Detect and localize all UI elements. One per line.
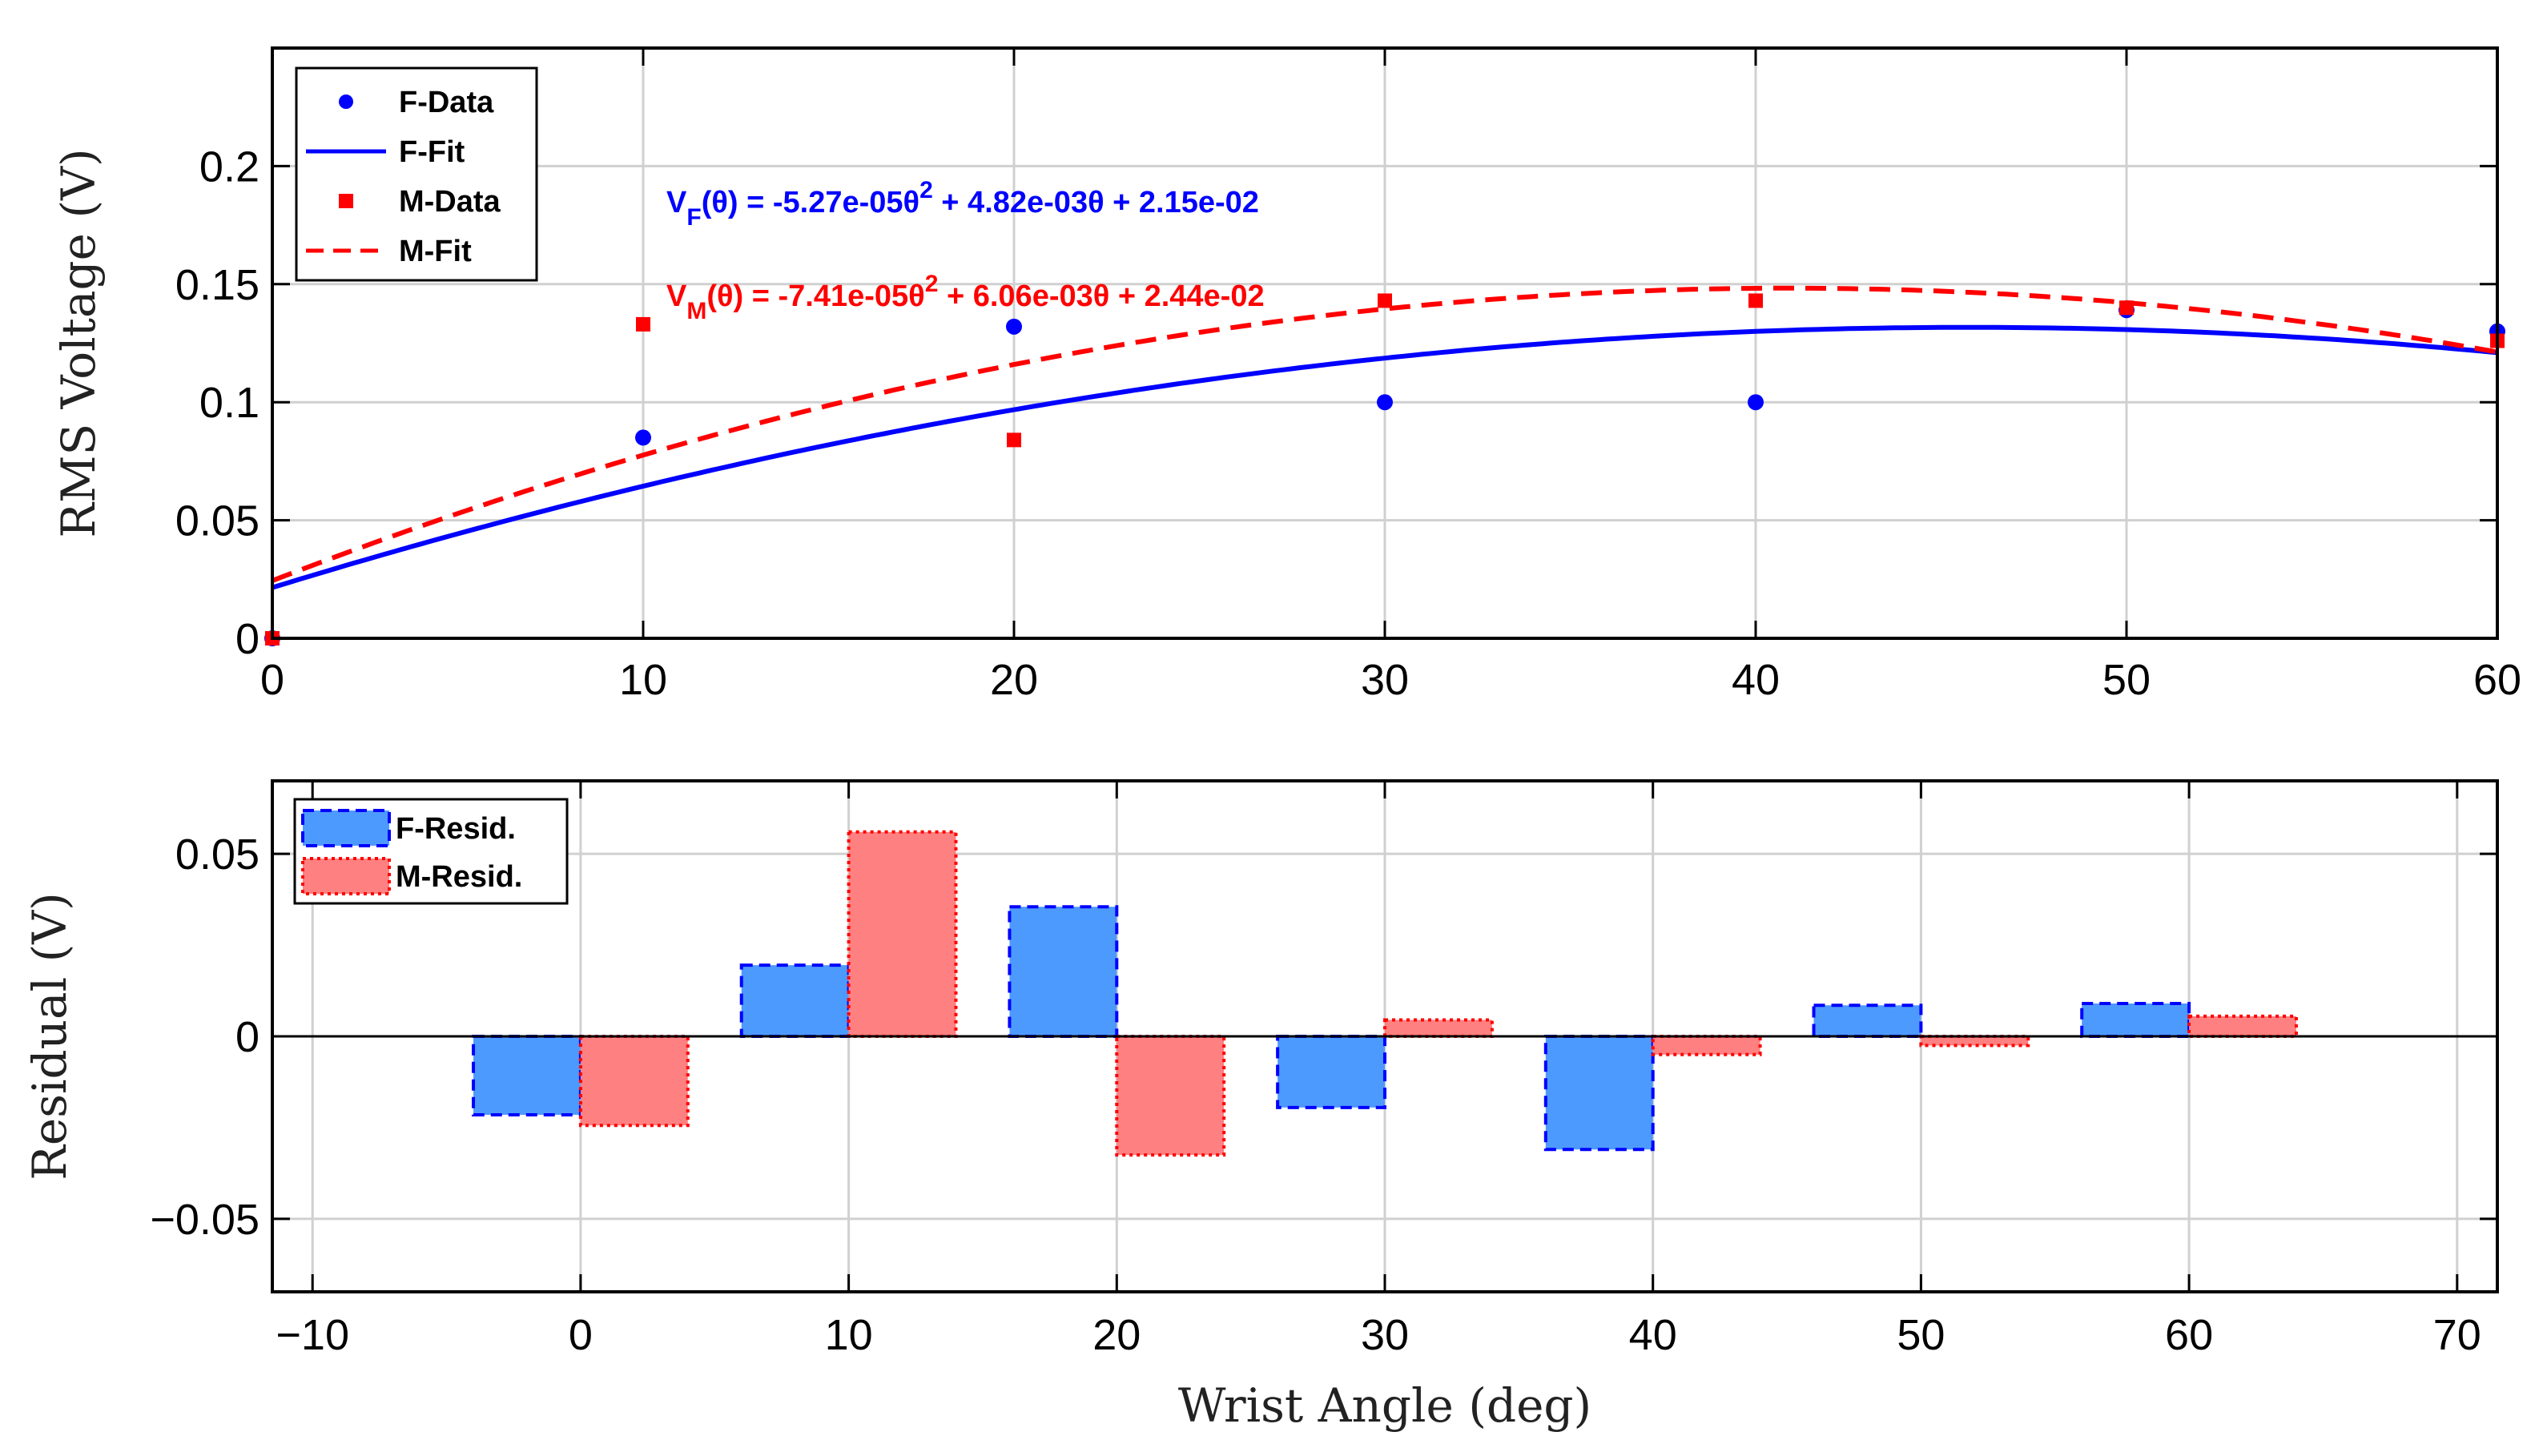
legend-box [295,66,538,282]
y-tick-label: 0.05 [175,831,260,879]
equation-tail: + 4.82e-03θ + 2.15e-02 [933,186,1259,219]
y-tick-label: 0.2 [199,143,260,191]
x-tick-label: 30 [1361,1311,1409,1359]
fit-line-f-fit [272,324,2498,590]
legend-marker [339,95,353,109]
legend: F-Data F-Fit M-Data M-Fit [295,66,538,282]
equation-tail: + 6.06e-03θ + 2.44e-02 [938,280,1264,313]
equation-vf: VF(θ) = -5.27e-05θ2 + 4.82e-03θ + 2.15e-… [666,177,1259,231]
legend-label: F-Resid. [396,812,516,846]
x-tick-label: 0 [260,656,284,704]
x-tick-label: 70 [2433,1311,2481,1359]
bottom-panel: −10 0 10 20 30 40 50 60 70 −0.05 0 0.05 Wrist Angle … [22,779,2499,1433]
data-point-f-data [1748,394,1764,411]
legend-label: M-Fit [399,235,472,268]
x-tick-label: 40 [1629,1311,1677,1359]
data-point-m-data [636,316,650,332]
equation-subscript: M [686,298,706,324]
bar-m-resid [2187,1014,2298,1038]
data-point-m-data [2119,300,2134,316]
bar-f-resid [1812,1004,1923,1038]
bar-m-resid [847,830,958,1039]
top-panel: 0 10 20 30 40 50 60 0 0.05 0.1 0.15 0.2 RMS Voltage … [51,46,2521,704]
data-point-m-data [1007,432,1021,448]
x-tick-label: 20 [1092,1311,1141,1359]
legend-label: F-Fit [399,135,465,169]
bar-m-resid [1383,1018,1494,1038]
x-tick-label: 40 [1732,656,1780,704]
x-tick-label: 0 [569,1311,593,1359]
legend: F-Resid. M-Resid. [293,798,569,905]
x-tick-label: 20 [990,656,1038,704]
x-tick-label: −10 [276,1311,349,1359]
x-tick-label: 30 [1361,656,1409,704]
legend-label: F-Data [399,86,494,119]
data-point-m-data [1378,293,1392,308]
y-axis-label: Residual (V) [22,892,77,1180]
legend-label: M-Data [399,185,501,219]
bar-m-resid [1115,1035,1226,1157]
bar-f-resid [1008,905,1119,1038]
x-tick-label: 10 [825,1311,873,1359]
bar-m-resid [578,1035,690,1128]
bar-f-resid [1543,1035,1655,1152]
legend-swatch [301,857,391,895]
bar-m-resid [1919,1035,2030,1048]
x-tick-label: 60 [2473,656,2521,704]
y-tick-label: 0 [235,615,260,663]
y-axis-label: RMS Voltage (V) [51,148,106,537]
x-tick-label: 50 [2102,656,2151,704]
x-tick-label: 60 [2165,1311,2213,1359]
y-tick-label: −0.05 [150,1196,260,1244]
legend-marker [339,194,353,208]
x-tick-label: 10 [619,656,667,704]
equation-subscript: F [686,204,701,231]
bar-f-resid [1276,1035,1386,1109]
y-tick-label: 0.05 [175,497,260,545]
equation-symbol: V [666,186,687,219]
equation-body: (θ) = -7.41e-05θ [706,280,924,313]
legend-label: M-Resid. [396,860,522,894]
data-point-f-data [635,429,651,446]
equation-superscript: 2 [925,271,939,297]
y-tick-label: 0 [235,1013,260,1061]
data-point-f-data [1377,394,1393,411]
bar-f-resid [2080,1001,2191,1039]
data-point-m-data [1748,293,1763,308]
x-axis-label: Wrist Angle (deg) [1178,1378,1591,1433]
bar-f-resid [472,1035,582,1116]
y-tick-label: 0.15 [175,261,260,309]
legend-swatch [301,809,391,847]
equation-vm: VM(θ) = -7.41e-05θ2 + 6.06e-03θ + 2.44e-… [666,271,1265,324]
x-tick-label: 50 [1897,1311,1945,1359]
equation-symbol: V [666,280,687,313]
bar-m-resid [1651,1035,1762,1056]
y-tick-label: 0.1 [199,379,260,427]
equation-body: (θ) = -5.27e-05θ [702,186,919,219]
data-point-f-data [1006,318,1022,335]
equation-superscript: 2 [919,177,933,203]
bar-f-resid [739,963,851,1039]
